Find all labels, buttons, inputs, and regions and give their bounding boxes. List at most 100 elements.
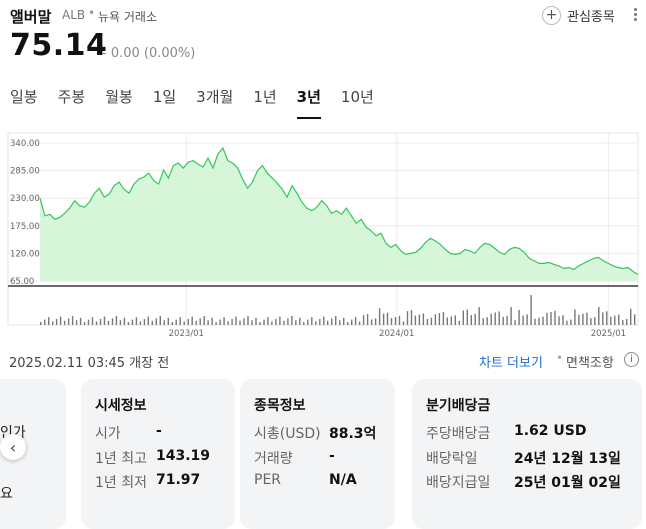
volume-bar [514, 320, 516, 325]
volume-bar [622, 320, 624, 325]
volume-bar [215, 322, 217, 325]
volume-bar [426, 318, 429, 325]
volume-bar [366, 314, 369, 325]
volume-bar [111, 318, 114, 325]
row-label: 배당지급일 [426, 475, 491, 491]
volume-bar [578, 314, 580, 325]
volume-bar [526, 314, 528, 325]
volume-bar [95, 321, 98, 325]
volume-bar [422, 313, 425, 325]
volume-bar [75, 320, 78, 325]
volume-bar [630, 308, 632, 325]
add-to-watchlist-button[interactable]: + 관심종목 [542, 4, 615, 26]
tab-daily[interactable]: 일봉 [10, 88, 38, 106]
volume-bar [119, 320, 122, 325]
volume-bar [362, 315, 365, 325]
volume-bar [602, 312, 604, 325]
more-options-icon[interactable] [634, 8, 638, 23]
watchlist-label: 관심종목 [567, 9, 615, 25]
dividend-info-card: 분기배당금 주당배당금 1.62 USD 배당락일 24년 12월 13일 배당… [412, 379, 642, 529]
volume-bar [67, 318, 70, 325]
volume-bar [510, 307, 512, 325]
row-value: 88.3억 [329, 426, 377, 442]
info-row: 1년 최고 143.19 [95, 448, 210, 468]
volume-bar [590, 318, 592, 325]
volume-bar [191, 316, 193, 325]
volume-bar [562, 315, 564, 325]
chart-more-link[interactable]: 차트 더보기 [479, 356, 543, 371]
volume-bar [486, 317, 488, 325]
carousel-prev-button[interactable]: ‹ [0, 434, 26, 460]
volume-bar [299, 317, 301, 325]
price-chart[interactable]: 340.00 285.00 230.00 175.00 120.00 65.00 2023/… [0, 130, 646, 342]
y-tick-label: 285.00 [10, 167, 40, 177]
card-title: 시세정보 [95, 398, 147, 414]
plus-icon: + [542, 5, 561, 25]
volume-bar [490, 313, 492, 325]
volume-bar [634, 314, 636, 325]
volume-bar [127, 322, 130, 325]
volume-bar [271, 321, 273, 325]
volume-bar [295, 320, 297, 325]
tab-3years[interactable]: 3년 [296, 86, 321, 119]
tab-monthly[interactable]: 월봉 [105, 88, 133, 106]
volume-bar [347, 322, 349, 325]
volume-bar [550, 311, 552, 325]
info-row: 배당락일 24년 12월 13일 [426, 448, 621, 468]
volume-bar [259, 322, 261, 325]
volume-bar [303, 322, 305, 325]
separator-dot: • [88, 6, 96, 20]
volume-bar [610, 316, 612, 325]
volume-bar [91, 317, 94, 325]
volume-bar [450, 316, 452, 325]
volume-bar [115, 316, 118, 325]
tab-weekly[interactable]: 주봉 [57, 88, 86, 106]
volume-bar [247, 316, 249, 325]
tab-3months[interactable]: 3개월 [196, 88, 234, 106]
volume-bar [574, 309, 576, 325]
volume-bar [546, 313, 548, 325]
previous-card-text: 요 [0, 486, 13, 502]
y-tick-label: 175.00 [10, 222, 40, 232]
volume-bar [354, 317, 357, 325]
volume-bar [83, 322, 86, 325]
volume-bar [52, 321, 54, 325]
disclaimer-link[interactable]: 면책조항 [566, 356, 614, 371]
info-icon[interactable]: i [624, 352, 639, 367]
volume-bar [438, 313, 441, 325]
tab-1day[interactable]: 1일 [152, 88, 177, 106]
volume-bar [542, 316, 544, 325]
ticker-symbol: ALB [62, 8, 86, 22]
card-title: 종목정보 [254, 398, 306, 414]
volume-bar [40, 322, 42, 325]
volume-bar [478, 307, 480, 325]
tab-1year[interactable]: 1년 [253, 88, 277, 106]
volume-bar [131, 319, 134, 325]
volume-bar [378, 308, 381, 325]
y-tick-label: 65.00 [10, 277, 34, 287]
period-tabs: 일봉 주봉 월봉 1일 3개월 1년 3년 10년 [10, 86, 394, 119]
stock-name: 앨버말 [10, 8, 52, 26]
volume-bar [207, 320, 209, 325]
row-value: 143.19 [156, 448, 211, 464]
volume-bar [430, 317, 433, 325]
volume-bar [558, 316, 560, 325]
volume-bar [179, 317, 181, 325]
volume-bar [358, 321, 361, 325]
volume-bar [606, 311, 608, 325]
volume-bar [187, 319, 189, 325]
volume-bar [147, 316, 149, 325]
volume-bar [458, 320, 460, 325]
volume-bar [267, 317, 269, 325]
volume-bar [446, 317, 448, 325]
volume-bar [554, 310, 556, 325]
row-label: PER [254, 472, 282, 488]
tab-10years[interactable]: 10년 [340, 88, 374, 106]
volume-bar [123, 317, 126, 325]
volume-bar [315, 321, 317, 325]
x-tick-label: 2023/01 [169, 329, 204, 339]
row-label: 주당배당금 [426, 426, 491, 442]
row-label: 1년 최고 [95, 451, 147, 467]
volume-bar [279, 316, 281, 325]
volume-bar [135, 317, 138, 325]
